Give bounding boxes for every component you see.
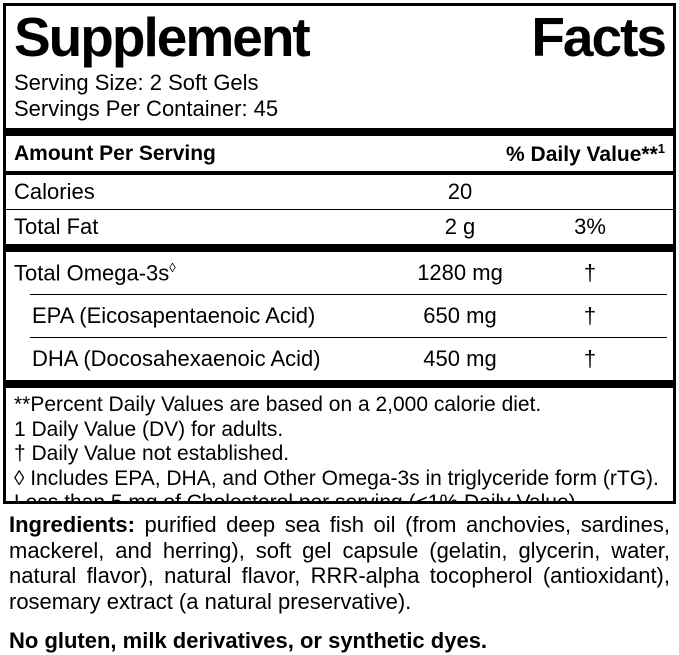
ingredients-text: purified deep sea fish oil (from anchovi…	[9, 512, 670, 614]
divider-thin-omega	[30, 294, 667, 296]
allergen-statement: No gluten, milk derivatives, or syntheti…	[9, 628, 488, 653]
nutrient-name-text: Total Omega-3s	[14, 260, 170, 286]
serving-info: Serving Size: 2 Soft Gels Servings Per C…	[12, 70, 667, 122]
table-header-row: Amount Per Serving % Daily Value**1	[12, 136, 667, 171]
nutrient-row-epa: EPA (Eicosapentaenoic Acid) 650 mg †	[12, 295, 667, 337]
footnotes-block: **Percent Daily Values are based on a 2,…	[12, 388, 667, 504]
nutrient-row-total-fat: Total Fat 2 g 3%	[12, 210, 667, 244]
nutrient-row-total-omega3: Total Omega-3s◊ 1280 mg †	[12, 252, 667, 294]
title-word-facts: Facts	[531, 6, 667, 68]
nutrient-name: Total Fat	[14, 214, 405, 240]
supplement-facts-panel: Supplement Facts Serving Size: 2 Soft Ge…	[3, 3, 676, 504]
divider-thin-epa	[30, 337, 667, 339]
amount-per-serving-header: Amount Per Serving	[14, 142, 216, 165]
nutrient-name: DHA (Docosahexaenoic Acid)	[14, 346, 405, 372]
lozenge-footnote-marker: ◊	[169, 260, 176, 275]
serving-size-text: Serving Size: 2 Soft Gels	[14, 70, 259, 95]
ingredients-label: Ingredients:	[9, 512, 135, 537]
divider-thin-calories	[6, 209, 673, 210]
panel-title: Supplement Facts	[12, 6, 667, 66]
daily-value-footnote-marker: 1	[657, 141, 665, 156]
below-panel-block: Ingredients: purified deep sea fish oil …	[9, 512, 670, 654]
nutrient-name-text: EPA (Eicosapentaenoic Acid)	[32, 303, 316, 329]
nutrient-name-text: Total Fat	[14, 214, 99, 239]
footnote-daily-values: **Percent Daily Values are based on a 2,…	[14, 393, 542, 417]
nutrient-row-dha: DHA (Docosahexaenoic Acid) 450 mg †	[12, 338, 667, 380]
nutrient-name: Calories	[14, 179, 405, 205]
nutrient-dv: †	[583, 260, 597, 286]
footnote-dv-adults: 1 Daily Value (DV) for adults.	[14, 417, 284, 441]
divider-thick-fat	[6, 244, 673, 252]
daily-value-header-text: % Daily Value**	[506, 143, 658, 166]
nutrient-amount: 2 g	[444, 214, 476, 239]
nutrient-dv: 3%	[574, 214, 606, 239]
nutrient-amount: 20	[447, 179, 473, 204]
title-word-supplement: Supplement	[14, 6, 311, 68]
footnote-dagger: † Daily Value not established.	[14, 442, 290, 466]
footnote-cholesterol: Less than 5 mg of Cholesterol per servin…	[14, 491, 582, 504]
nutrient-name: Total Omega-3s◊	[14, 260, 405, 286]
nutrient-amount: 1280 mg	[417, 260, 503, 286]
nutrient-name: EPA (Eicosapentaenoic Acid)	[14, 303, 405, 329]
nutrient-dv: †	[583, 303, 597, 329]
nutrient-name-text: DHA (Docosahexaenoic Acid)	[32, 346, 321, 372]
footnote-lozenge: ◊ Includes EPA, DHA, and Other Omega-3s …	[14, 466, 659, 490]
nutrient-dv: †	[583, 346, 597, 372]
nutrient-amount: 450 mg	[423, 346, 497, 372]
nutrient-amount: 650 mg	[423, 303, 497, 329]
nutrient-name-text: Calories	[14, 179, 95, 204]
daily-value-header: % Daily Value**1	[506, 141, 665, 167]
divider-thick-top	[6, 128, 673, 136]
servings-per-container-text: Servings Per Container: 45	[14, 96, 279, 121]
ingredients-paragraph: Ingredients: purified deep sea fish oil …	[9, 512, 670, 614]
divider-medium-header	[6, 171, 673, 175]
nutrient-row-calories: Calories 20	[12, 175, 667, 209]
divider-thick-bottom	[6, 380, 673, 389]
